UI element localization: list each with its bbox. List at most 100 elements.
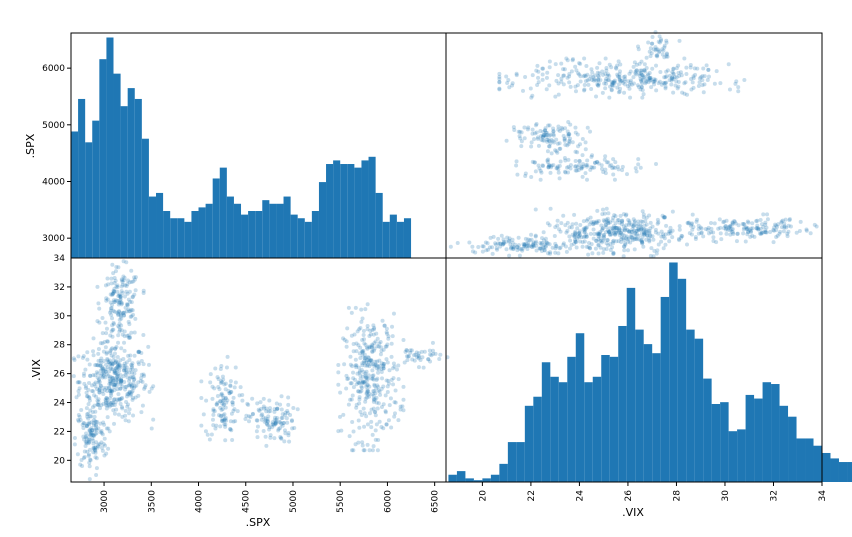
scatter-point <box>121 259 126 264</box>
hist-bar <box>669 262 678 482</box>
scatter-point <box>709 220 714 225</box>
scatter-point <box>370 343 375 348</box>
x-tick-label: 30 <box>721 490 731 502</box>
scatter-point <box>530 93 535 98</box>
scatter-point <box>529 140 534 145</box>
scatter-point <box>259 417 264 422</box>
scatter-point <box>616 229 621 234</box>
scatter-point <box>272 423 277 428</box>
scatter-point <box>654 162 659 167</box>
scatter-point <box>112 299 117 304</box>
hist-bar <box>120 106 128 259</box>
scatter-point <box>630 238 635 243</box>
scatter-point <box>348 381 353 386</box>
scatter-point <box>231 419 236 424</box>
scatter-point <box>88 427 93 432</box>
scatter-point <box>284 416 289 421</box>
scatter-point <box>257 408 262 413</box>
scatter-point <box>631 75 636 80</box>
scatter-point <box>91 441 96 446</box>
scatter-point <box>563 244 568 249</box>
scatter-point <box>613 214 618 219</box>
scatter-point <box>344 344 349 349</box>
scatter-point <box>553 241 558 246</box>
scatter-point <box>112 411 117 416</box>
scatter-point <box>505 80 510 85</box>
scatter-point <box>125 394 129 399</box>
scatter-point <box>588 215 593 220</box>
scatter-point <box>77 386 82 391</box>
scatter-point <box>354 405 359 410</box>
scatter-point <box>366 376 371 381</box>
scatter-point <box>273 421 278 426</box>
scatter-point <box>755 218 760 223</box>
scatter-point <box>112 421 117 426</box>
scatter-point <box>129 362 134 367</box>
scatter-point <box>519 247 524 252</box>
scatter-point <box>374 395 379 400</box>
scatter-point <box>728 232 733 237</box>
scatter-point <box>613 160 618 165</box>
scatter-point <box>603 222 608 227</box>
scatter-point <box>94 420 99 425</box>
scatter-point <box>87 460 92 465</box>
scatter-point <box>794 230 799 235</box>
scatter-point <box>357 425 362 430</box>
scatter-point <box>412 353 416 358</box>
scatter-point <box>545 139 550 144</box>
scatter-point <box>573 237 578 242</box>
scatter-point <box>549 151 554 156</box>
scatter-point <box>490 251 495 256</box>
scatter-point <box>352 332 357 337</box>
scatter-point <box>578 79 583 84</box>
scatter-point <box>118 382 123 387</box>
scatter-point <box>91 438 96 443</box>
scatter-point <box>539 248 544 253</box>
scatter-point <box>567 225 572 230</box>
scatter-point <box>764 230 769 235</box>
scatter-point <box>396 418 401 423</box>
scatter-point <box>109 329 114 334</box>
hist-bar <box>473 480 483 482</box>
scatter-point <box>266 409 271 414</box>
scatter-point <box>370 345 375 350</box>
scatter-point <box>119 289 124 294</box>
scatter-point <box>373 363 378 368</box>
scatter-point <box>428 359 433 364</box>
scatter-point <box>718 225 723 230</box>
scatter-point <box>385 360 390 365</box>
scatter-point <box>515 244 520 249</box>
scatter-point <box>101 392 106 396</box>
scatter-point <box>132 330 137 335</box>
scatter-point <box>691 224 696 229</box>
scatter-point <box>521 88 525 93</box>
scatter-point <box>122 340 127 345</box>
scatter-point <box>532 131 537 136</box>
x-tick-label: 4000 <box>195 490 205 513</box>
scatter-point <box>227 391 232 396</box>
scatter-point <box>601 250 606 255</box>
scatter-point <box>430 340 435 345</box>
scatter-point <box>754 219 759 224</box>
scatter-point <box>274 401 279 406</box>
scatter-point <box>127 389 132 394</box>
scatter-point <box>510 240 515 245</box>
hist-bar <box>584 382 593 482</box>
scatter-point <box>601 170 606 175</box>
scatter-point <box>630 236 635 241</box>
scatter-point <box>361 380 366 385</box>
scatter-point <box>128 353 133 358</box>
scatter-point <box>349 381 354 386</box>
scatter-point <box>584 218 589 223</box>
hist-vix-panel <box>448 262 852 482</box>
scatter-point <box>544 87 549 92</box>
scatter-point <box>670 228 675 233</box>
scatter-point <box>362 379 367 384</box>
scatter-point <box>123 364 128 369</box>
scatter-point <box>782 225 787 230</box>
scatter-point <box>540 163 545 168</box>
scatter-point <box>109 306 114 311</box>
scatter-point <box>115 283 120 288</box>
hist-bar <box>499 463 508 482</box>
scatter-point <box>549 163 554 168</box>
